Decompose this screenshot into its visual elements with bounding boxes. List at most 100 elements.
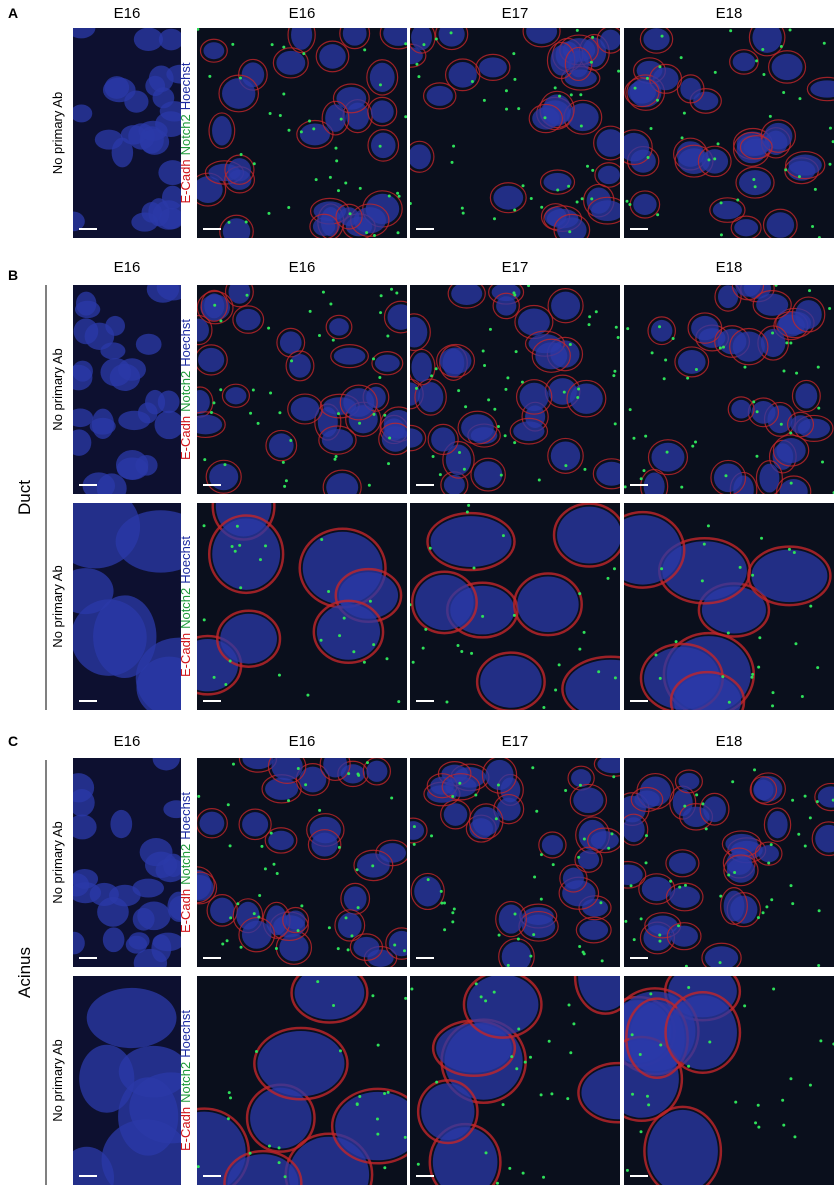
notch2-dot [770,898,774,902]
nucleus [815,824,834,853]
stain-name: Hoechst [178,62,193,110]
scale-bar [416,700,434,702]
nucleus [132,878,164,898]
notch2-dot [628,203,632,207]
notch2-dot [658,939,662,943]
scale-bar [416,484,434,486]
membrane [339,384,378,421]
membrane [282,906,310,934]
micrograph [197,976,407,1185]
nucleus [753,779,774,801]
notch2-dot [296,767,300,771]
notch2-dot [501,534,505,538]
nucleus [521,914,556,939]
nucleus [624,132,650,162]
notch2-dot [376,1043,380,1047]
notch2-dot [632,938,636,942]
notch2-dot [197,1165,200,1169]
notch2-dot [787,547,791,551]
notch2-dot [831,798,834,802]
micrograph [624,285,834,494]
nucleus [110,809,133,839]
notch2-dot [383,1092,387,1096]
membrane [416,1079,479,1145]
notch2-dot [513,441,517,445]
notch2-dot [513,912,517,916]
micrograph-content [197,28,407,238]
nucleus [590,831,619,850]
nucleus [73,211,85,232]
notch2-dot [458,781,462,785]
notch2-dot [645,76,649,80]
notch2-dot [239,945,243,949]
notch2-dot [762,73,766,77]
membrane [285,350,315,382]
notch2-dot [451,794,455,798]
nucleus [795,300,822,329]
membrane [730,215,762,238]
membrane [577,1061,620,1124]
notch2-dot [649,992,653,996]
membrane [330,343,369,369]
notch2-dot [542,1175,546,1179]
notch2-dot [649,126,653,130]
micrograph-content [197,758,407,967]
membrane [197,290,234,325]
notch2-dot [342,616,346,620]
notch2-dot [372,234,376,238]
membrane [340,882,371,915]
notch2-dot [724,474,728,478]
nucleus [115,450,149,480]
notch2-dot [470,79,474,83]
notch2-dot [227,1091,231,1095]
nucleus [299,123,331,146]
notch2-dot [789,481,793,485]
membrane [366,59,399,96]
nucleus [212,518,281,590]
nucleus [713,463,743,493]
notch2-dot [496,783,500,787]
nucleus [596,129,620,157]
membrane [197,314,213,346]
membrane [710,459,747,494]
nucleus [343,388,375,417]
notch2-dot [410,987,414,991]
notch2-dot [765,905,769,909]
nucleus [431,427,456,452]
row-label: No primary Ab [50,821,65,903]
nucleus [279,933,309,962]
membrane [481,758,518,794]
nucleus [313,201,347,221]
notch2-dot [228,659,232,663]
notch2-dot [385,657,389,661]
scale-bar [203,700,221,702]
notch2-dot [736,198,740,202]
membrane [699,792,730,826]
nucleus [73,28,96,39]
nucleus [732,52,756,72]
nucleus [353,207,386,234]
nucleus [445,776,477,797]
notch2-dot [756,916,760,920]
membrane [489,182,527,214]
nucleus [203,42,225,60]
scale-bar [416,957,434,959]
notch2-dot [296,929,300,933]
notch2-dot [564,789,568,793]
notch2-dot [412,842,416,846]
notch2-dot [327,926,331,930]
notch2-dot [422,43,426,47]
notch2-dot [272,862,276,866]
notch2-dot [761,911,765,915]
notch2-dot [582,837,586,841]
notch2-dot [219,319,223,323]
notch2-dot [625,1168,629,1172]
membrane [307,829,342,861]
membrane [385,927,407,960]
notch2-dot [757,1125,761,1129]
nucleus [342,28,367,46]
membrane [315,40,350,73]
notch2-dot [417,75,421,79]
notch2-dot [550,1092,554,1096]
membrane [287,393,323,425]
